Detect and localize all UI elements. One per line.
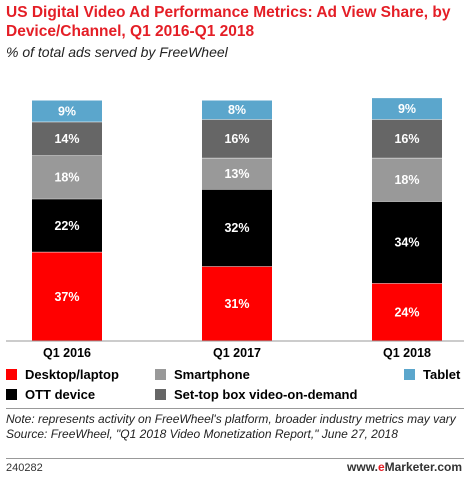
legend-label-smartphone: Smartphone xyxy=(174,367,250,382)
legend-label-desktop: Desktop/laptop xyxy=(25,367,119,382)
brand-suffix: Marketer.com xyxy=(384,460,462,474)
data-label-ott-device-q1-2018: 34% xyxy=(394,236,419,250)
data-label-set-top-box-video-on-demand-q1-2018: 16% xyxy=(394,132,419,146)
data-label-tablet-q1-2016: 9% xyxy=(58,104,76,118)
bar-segment-smartphone-q1-2018 xyxy=(372,157,442,202)
bar-segment-tablet-q1-2018 xyxy=(372,97,442,120)
legend-label-ott: OTT device xyxy=(25,387,96,402)
legend-label-set-top-box: Set-top box video-on-demand xyxy=(174,387,358,402)
legend-swatch-desktop xyxy=(6,369,17,380)
emarketer-logo[interactable]: www.eMarketer.com xyxy=(347,460,462,474)
data-label-set-top-box-video-on-demand-q1-2016: 14% xyxy=(54,132,79,146)
data-label-desktop-laptop-q1-2017: 31% xyxy=(224,297,249,311)
data-label-ott-device-q1-2016: 22% xyxy=(54,219,79,233)
legend-item-desktop: Desktop/laptop xyxy=(6,367,119,382)
bar-segment-desktop-laptop-q1-2018 xyxy=(372,283,442,341)
legend-item-smartphone: Smartphone xyxy=(155,367,250,382)
brand-e: e xyxy=(377,460,385,474)
bar-segment-tablet-q1-2017 xyxy=(202,100,272,120)
footnote: Note: represents activity on FreeWheel's… xyxy=(6,412,461,442)
chart-subtitle: % of total ads served by FreeWheel xyxy=(6,44,228,60)
x-tick-label-q1-2018: Q1 2018 xyxy=(383,346,431,360)
bar-segment-set-top-box-video-on-demand-q1-2016 xyxy=(32,121,102,156)
legend-swatch-set-top-box xyxy=(155,389,166,400)
bar-segment-ott-device-q1-2017 xyxy=(202,189,272,267)
data-label-smartphone-q1-2016: 18% xyxy=(54,171,79,185)
data-label-desktop-laptop-q1-2018: 24% xyxy=(394,306,419,320)
bar-segment-tablet-q1-2016 xyxy=(32,100,102,122)
bar-segment-smartphone-q1-2017 xyxy=(202,157,272,190)
bar-segment-ott-device-q1-2018 xyxy=(372,201,442,284)
bar-segment-set-top-box-video-on-demand-q1-2018 xyxy=(372,119,442,158)
data-label-smartphone-q1-2017: 13% xyxy=(224,167,249,181)
note-text: Note: represents activity on FreeWheel's… xyxy=(6,412,456,426)
divider-bottom xyxy=(6,458,464,459)
chart-id: 240282 xyxy=(6,462,43,474)
bar-segment-desktop-laptop-q1-2016 xyxy=(32,251,102,341)
legend-item-tablet: Tablet xyxy=(404,367,460,382)
bar-segment-set-top-box-video-on-demand-q1-2017 xyxy=(202,119,272,158)
legend-label-tablet: Tablet xyxy=(423,367,461,382)
bar-segment-smartphone-q1-2016 xyxy=(32,155,102,199)
legend-item-ott: OTT device xyxy=(6,387,95,402)
legend-swatch-tablet xyxy=(404,369,415,380)
data-label-tablet-q1-2018: 9% xyxy=(398,102,416,116)
chart-title: US Digital Video Ad Performance Metrics:… xyxy=(6,4,451,40)
x-tick-label-q1-2017: Q1 2017 xyxy=(213,346,261,360)
legend-swatch-ott xyxy=(6,389,17,400)
brand-prefix: www. xyxy=(347,460,378,474)
stacked-bar-chart: 37% 22% 18% 14% 9% Q1 2016 31% 32% 13% 16% 8% Q1 20… xyxy=(6,97,464,360)
data-label-ott-device-q1-2017: 32% xyxy=(224,221,249,235)
bar-segment-ott-device-q1-2016 xyxy=(32,198,102,252)
data-label-tablet-q1-2017: 8% xyxy=(228,103,246,117)
source-text: Source: FreeWheel, "Q1 2018 Video Moneti… xyxy=(6,427,398,441)
data-label-set-top-box-video-on-demand-q1-2017: 16% xyxy=(224,132,249,146)
x-tick-label-q1-2016: Q1 2016 xyxy=(43,346,91,360)
legend-item-set-top-box: Set-top box video-on-demand xyxy=(155,387,357,402)
bar-segment-desktop-laptop-q1-2017 xyxy=(202,266,272,341)
legend-swatch-smartphone xyxy=(155,369,166,380)
divider-top xyxy=(6,408,464,409)
data-label-smartphone-q1-2018: 18% xyxy=(394,173,419,187)
data-label-desktop-laptop-q1-2016: 37% xyxy=(54,290,79,304)
